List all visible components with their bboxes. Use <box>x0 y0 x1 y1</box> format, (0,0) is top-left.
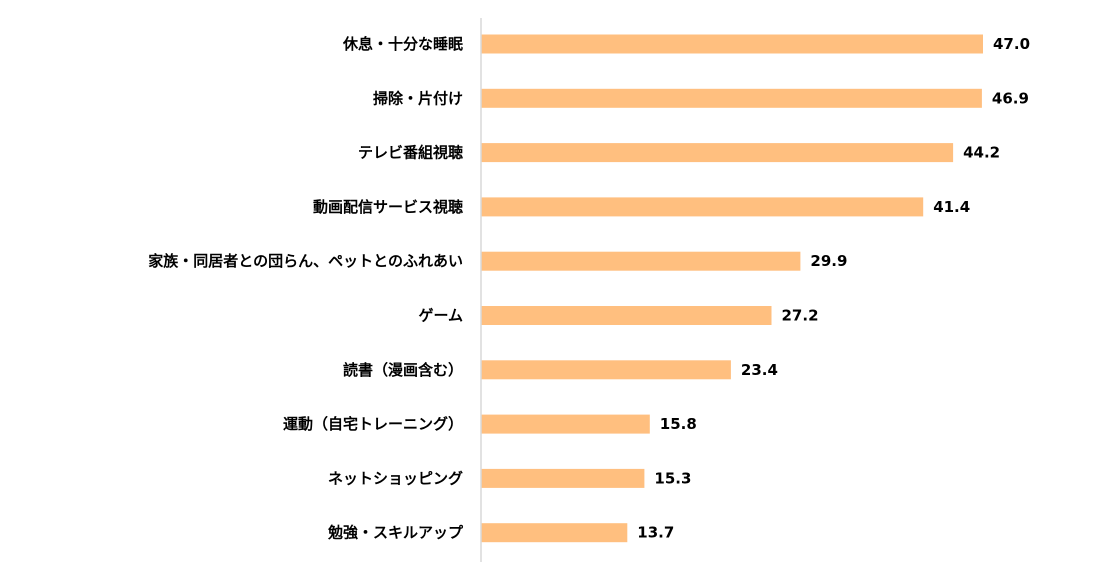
category-label-5: 家族・同居者との団らん、ペットとのふれあい <box>148 252 463 270</box>
bar-7 <box>481 360 731 380</box>
bar-6 <box>481 306 772 325</box>
value-label-10: 13.7 <box>637 524 674 542</box>
bar-8 <box>481 414 650 434</box>
value-label-9: 15.3 <box>654 469 691 487</box>
bar-9 <box>481 468 645 488</box>
bar-1 <box>481 34 983 54</box>
category-label-6: ゲーム <box>418 307 463 325</box>
value-label-4: 41.4 <box>933 198 970 216</box>
bar-3 <box>481 143 954 163</box>
bar-4 <box>481 197 924 217</box>
category-label-3: テレビ番組視聴 <box>358 144 463 162</box>
category-labels-layer: 休息・十分な睡眠掃除・片付けテレビ番組視聴動画配信サービス視聴家族・同居者との団… <box>148 35 464 542</box>
bar-10 <box>481 523 628 543</box>
value-label-5: 29.9 <box>810 252 847 270</box>
value-label-2: 46.9 <box>992 89 1029 107</box>
value-label-7: 23.4 <box>741 361 778 379</box>
bar-2 <box>481 88 982 108</box>
value-label-1: 47.0 <box>993 35 1030 53</box>
value-label-3: 44.2 <box>963 144 1000 162</box>
value-labels-layer: 47.0 46.9 44.2 41.4 29.9 27.2 23.4 15.8 15.3 13.7 <box>637 35 1030 542</box>
category-label-1: 休息・十分な睡眠 <box>342 35 463 53</box>
category-label-8: 運動（自宅トレーニング） <box>283 415 463 433</box>
bar-5 <box>481 251 801 271</box>
category-label-10: 勉強・スキルアップ <box>327 524 464 542</box>
category-label-4: 動画配信サービス視聴 <box>313 198 463 216</box>
category-label-7: 読書（漫画含む） <box>343 361 463 379</box>
category-label-2: 掃除・片付け <box>373 89 463 107</box>
bars-layer <box>481 34 983 543</box>
category-label-9: ネットショッピング <box>328 469 463 487</box>
value-label-8: 15.8 <box>660 415 697 433</box>
value-label-6: 27.2 <box>782 307 819 325</box>
